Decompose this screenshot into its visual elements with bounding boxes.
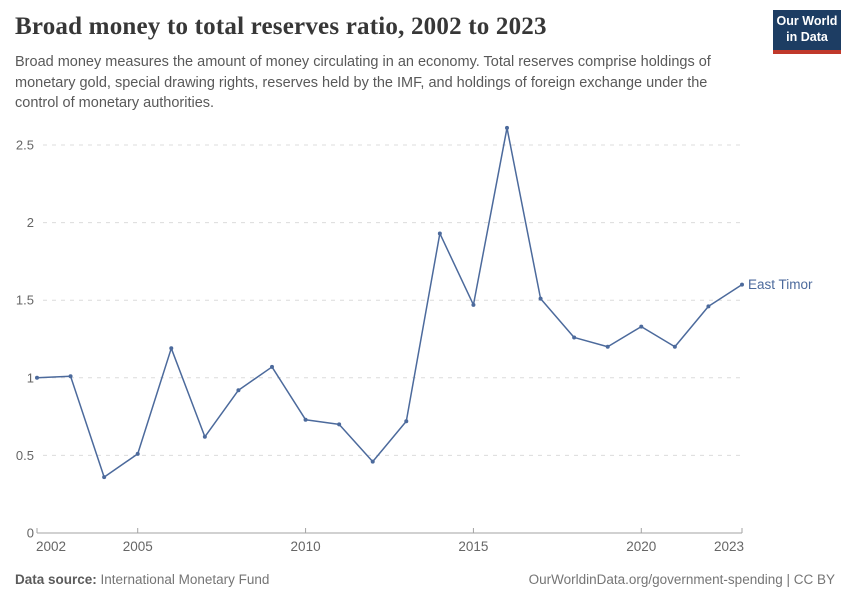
owid-logo-line2: in Data bbox=[786, 30, 828, 44]
data-point[interactable] bbox=[202, 434, 207, 439]
x-axis-tick-label: 2023 bbox=[714, 539, 744, 554]
data-point[interactable] bbox=[102, 475, 107, 480]
data-point[interactable] bbox=[370, 459, 375, 464]
data-point[interactable] bbox=[337, 422, 342, 427]
x-axis-tick-label: 2020 bbox=[626, 539, 656, 554]
data-point[interactable] bbox=[437, 231, 442, 236]
chart-title: Broad money to total reserves ratio, 200… bbox=[15, 13, 547, 40]
data-point[interactable] bbox=[135, 451, 140, 456]
series-line[interactable] bbox=[36, 127, 743, 478]
data-point[interactable] bbox=[303, 417, 308, 422]
y-axis-tick-label: 1 bbox=[27, 370, 34, 385]
y-axis-tick-label: 1.5 bbox=[16, 293, 34, 308]
chart-footer: Data source: International Monetary Fund… bbox=[15, 572, 835, 587]
data-point[interactable] bbox=[68, 374, 73, 379]
data-point[interactable] bbox=[706, 304, 711, 309]
y-axis-tick-label: 2.5 bbox=[16, 138, 34, 153]
y-axis-tick-label: 2 bbox=[27, 215, 34, 230]
chart-subtitle: Broad money measures the amount of money… bbox=[15, 54, 711, 112]
y-axis-tick-label: 0 bbox=[27, 526, 34, 541]
owid-logo-line1: Our World bbox=[776, 14, 838, 29]
data-source-note: Data source: International Monetary Fund bbox=[15, 572, 269, 587]
x-axis-tick-label: 2015 bbox=[458, 539, 488, 554]
y-axis-tick-label: 0.5 bbox=[16, 448, 34, 463]
data-point[interactable] bbox=[672, 344, 677, 349]
x-axis-tick-label: 2005 bbox=[123, 539, 153, 554]
data-point[interactable] bbox=[639, 324, 644, 329]
credit-link[interactable]: OurWorldinData.org/government-spending |… bbox=[528, 572, 835, 587]
data-point[interactable] bbox=[404, 419, 409, 424]
data-point[interactable] bbox=[35, 375, 39, 380]
data-point[interactable] bbox=[740, 282, 744, 287]
chart-canvas: 0 0.5 1 1.5 2 2.5 2002 2005 2010 2015 2020 2023 East… bbox=[16, 125, 813, 554]
x-axis-tick-label: 2002 bbox=[36, 539, 66, 554]
data-point[interactable] bbox=[505, 125, 509, 130]
owid-logo[interactable]: Our World in Data bbox=[773, 10, 841, 54]
data-point[interactable] bbox=[270, 364, 274, 369]
data-point[interactable] bbox=[471, 302, 476, 307]
data-source-label: Data source: bbox=[15, 572, 97, 587]
line-chart: 0 0.5 1 1.5 2 2.5 2002 2005 2010 2015 2020 2023 East… bbox=[0, 118, 850, 568]
data-point[interactable] bbox=[538, 296, 543, 301]
data-source-value: International Monetary Fund bbox=[96, 572, 270, 587]
data-point[interactable] bbox=[236, 388, 241, 393]
data-point[interactable] bbox=[605, 344, 610, 349]
x-axis-tick-label: 2010 bbox=[291, 539, 321, 554]
data-point[interactable] bbox=[169, 346, 174, 351]
data-point[interactable] bbox=[572, 335, 577, 340]
entity-label[interactable]: East Timor bbox=[748, 277, 813, 292]
